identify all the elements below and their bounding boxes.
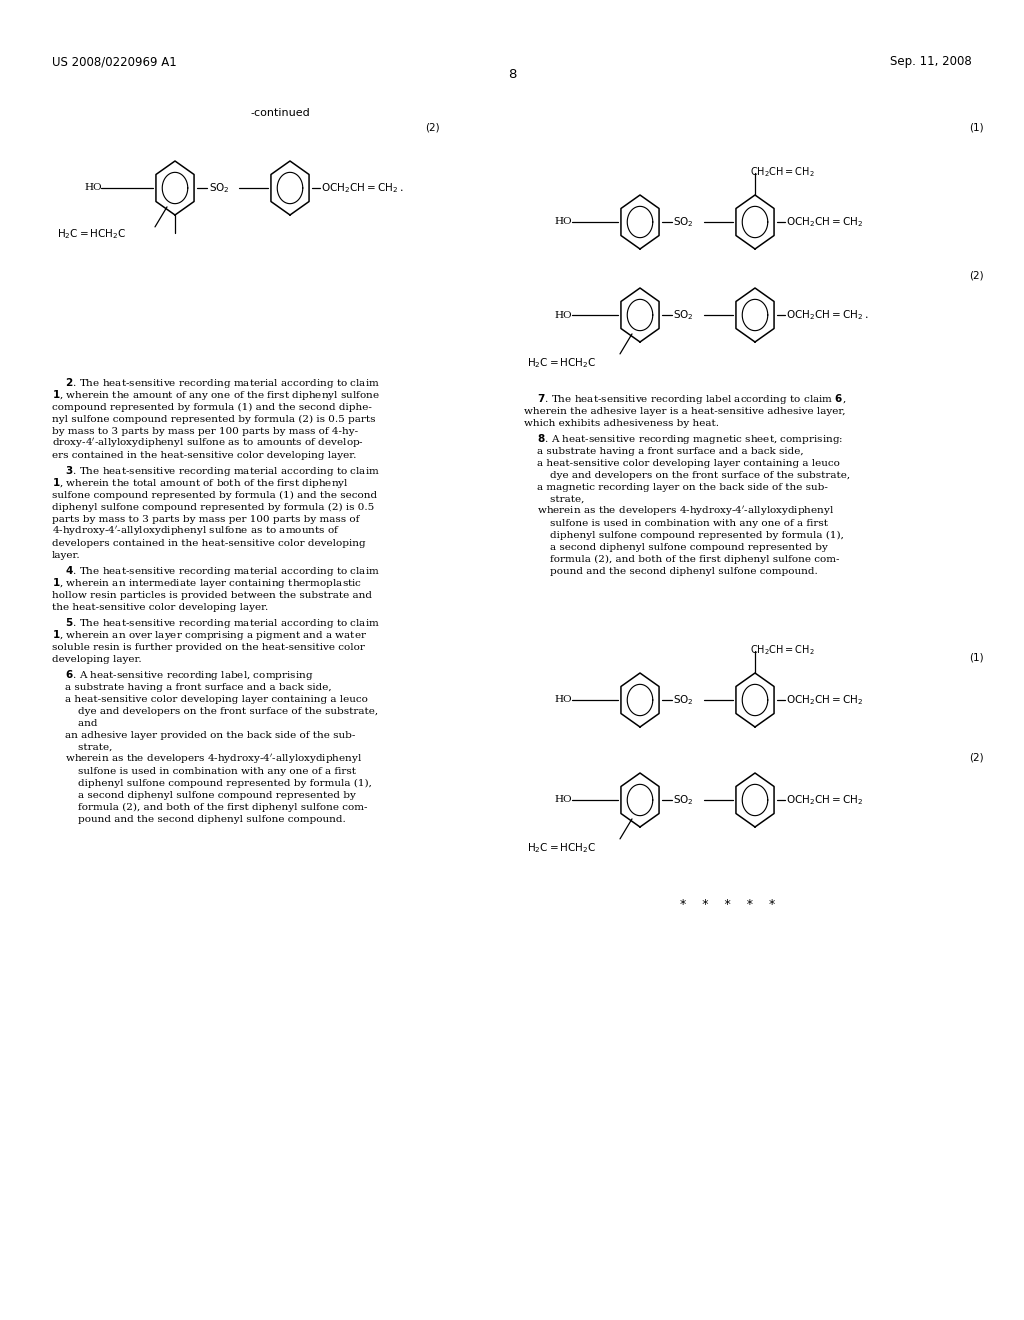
Text: $\mathbf{1}$, wherein an over layer comprising a pigment and a water: $\mathbf{1}$, wherein an over layer comp… <box>52 628 368 642</box>
Text: HO: HO <box>84 183 101 193</box>
Text: $\mathrm{CH_2CH{=}CH_2}$: $\mathrm{CH_2CH{=}CH_2}$ <box>750 165 815 180</box>
Text: pound and the second diphenyl sulfone compound.: pound and the second diphenyl sulfone co… <box>52 814 346 824</box>
Text: US 2008/0220969 A1: US 2008/0220969 A1 <box>52 55 177 69</box>
Text: pound and the second diphenyl sulfone compound.: pound and the second diphenyl sulfone co… <box>524 566 818 576</box>
Text: droxy-4$'$-allyloxydiphenyl sulfone as to amounts of develop-: droxy-4$'$-allyloxydiphenyl sulfone as t… <box>52 436 364 450</box>
Text: $\mathrm{OCH_2CH{=}CH_2}$: $\mathrm{OCH_2CH{=}CH_2}$ <box>786 308 863 322</box>
Text: $\mathbf{4}$. The heat-sensitive recording material according to claim: $\mathbf{4}$. The heat-sensitive recordi… <box>52 564 380 578</box>
Text: developers contained in the heat-sensitive color developing: developers contained in the heat-sensiti… <box>52 539 366 548</box>
Text: 4-hydroxy-4$'$-allyloxydiphenyl sulfone as to amounts of: 4-hydroxy-4$'$-allyloxydiphenyl sulfone … <box>52 524 340 539</box>
Text: $\mathrm{OCH_2CH{=}CH_2}$: $\mathrm{OCH_2CH{=}CH_2}$ <box>786 693 863 708</box>
Text: $\mathrm{SO_2}$: $\mathrm{SO_2}$ <box>209 181 229 195</box>
Text: the heat-sensitive color developing layer.: the heat-sensitive color developing laye… <box>52 602 268 611</box>
Text: strate,: strate, <box>52 742 113 751</box>
Text: sulfone compound represented by formula (1) and the second: sulfone compound represented by formula … <box>52 491 377 499</box>
Text: hollow resin particles is provided between the substrate and: hollow resin particles is provided betwe… <box>52 590 372 599</box>
Text: HO: HO <box>554 696 571 705</box>
Text: (1): (1) <box>970 652 984 663</box>
Text: $\mathrm{OCH_2CH{=}CH_2}$: $\mathrm{OCH_2CH{=}CH_2}$ <box>786 793 863 807</box>
Text: an adhesive layer provided on the back side of the sub-: an adhesive layer provided on the back s… <box>52 730 355 739</box>
Text: $\mathbf{1}$, wherein an intermediate layer containing thermoplastic: $\mathbf{1}$, wherein an intermediate la… <box>52 576 362 590</box>
Text: a magnetic recording layer on the back side of the sub-: a magnetic recording layer on the back s… <box>524 483 827 491</box>
Text: layer.: layer. <box>52 550 81 560</box>
Text: dye and developers on the front surface of the substrate,: dye and developers on the front surface … <box>52 706 378 715</box>
Text: $\mathrm{SO_2}$: $\mathrm{SO_2}$ <box>673 308 693 322</box>
Text: ers contained in the heat-sensitive color developing layer.: ers contained in the heat-sensitive colo… <box>52 450 356 459</box>
Text: $\mathbf{1}$, wherein the total amount of both of the first diphenyl: $\mathbf{1}$, wherein the total amount o… <box>52 477 349 490</box>
Text: dye and developers on the front surface of the substrate,: dye and developers on the front surface … <box>524 470 850 479</box>
Text: a second diphenyl sulfone compound represented by: a second diphenyl sulfone compound repre… <box>52 791 356 800</box>
Text: compound represented by formula (1) and the second diphe-: compound represented by formula (1) and … <box>52 403 372 412</box>
Text: by mass to 3 parts by mass per 100 parts by mass of 4-hy-: by mass to 3 parts by mass per 100 parts… <box>52 426 358 436</box>
Text: $\mathrm{H_2C{=}HCH_2C}$: $\mathrm{H_2C{=}HCH_2C}$ <box>527 841 596 855</box>
Text: HO: HO <box>554 218 571 227</box>
Text: $\mathbf{6}$. A heat-sensitive recording label, comprising: $\mathbf{6}$. A heat-sensitive recording… <box>52 668 313 682</box>
Text: $\mathrm{H_2C{=}HCH_2C}$: $\mathrm{H_2C{=}HCH_2C}$ <box>527 356 596 370</box>
Text: $\mathrm{OCH_2CH{=}CH_2}$: $\mathrm{OCH_2CH{=}CH_2}$ <box>321 181 398 195</box>
Text: diphenyl sulfone compound represented by formula (2) is 0.5: diphenyl sulfone compound represented by… <box>52 503 374 512</box>
Text: formula (2), and both of the first diphenyl sulfone com-: formula (2), and both of the first diphe… <box>52 803 368 812</box>
Text: *    *    *    *    *: * * * * * <box>680 899 775 912</box>
Text: sulfone is used in combination with any one of a first: sulfone is used in combination with any … <box>52 767 356 776</box>
Text: wherein as the developers 4-hydroxy-4$'$-allyloxydiphenyl: wherein as the developers 4-hydroxy-4$'$… <box>52 752 362 766</box>
Text: a heat-sensitive color developing layer containing a leuco: a heat-sensitive color developing layer … <box>52 694 368 704</box>
Text: HO: HO <box>554 310 571 319</box>
Text: (2): (2) <box>970 752 984 762</box>
Text: Sep. 11, 2008: Sep. 11, 2008 <box>890 55 972 69</box>
Text: diphenyl sulfone compound represented by formula (1),: diphenyl sulfone compound represented by… <box>52 779 372 788</box>
Text: $\mathbf{5}$. The heat-sensitive recording material according to claim: $\mathbf{5}$. The heat-sensitive recordi… <box>52 616 380 630</box>
Text: strate,: strate, <box>524 495 585 503</box>
Text: $\mathrm{SO_2}$: $\mathrm{SO_2}$ <box>673 215 693 228</box>
Text: 8: 8 <box>508 67 516 81</box>
Text: .: . <box>865 310 868 319</box>
Text: (2): (2) <box>970 271 984 280</box>
Text: developing layer.: developing layer. <box>52 655 141 664</box>
Text: HO: HO <box>554 796 571 804</box>
Text: wherein the adhesive layer is a heat-sensitive adhesive layer,: wherein the adhesive layer is a heat-sen… <box>524 407 846 416</box>
Text: $\mathrm{OCH_2CH{=}CH_2}$: $\mathrm{OCH_2CH{=}CH_2}$ <box>786 215 863 228</box>
Text: formula (2), and both of the first diphenyl sulfone com-: formula (2), and both of the first diphe… <box>524 554 840 564</box>
Text: soluble resin is further provided on the heat-sensitive color: soluble resin is further provided on the… <box>52 643 365 652</box>
Text: $\mathrm{H_2C{=}HCH_2C}$: $\mathrm{H_2C{=}HCH_2C}$ <box>57 227 126 242</box>
Text: a substrate having a front surface and a back side,: a substrate having a front surface and a… <box>524 446 804 455</box>
Text: .: . <box>400 183 403 193</box>
Text: $\mathrm{CH_2CH{=}CH_2}$: $\mathrm{CH_2CH{=}CH_2}$ <box>750 643 815 657</box>
Text: sulfone is used in combination with any one of a first: sulfone is used in combination with any … <box>524 519 828 528</box>
Text: $\mathrm{SO_2}$: $\mathrm{SO_2}$ <box>673 793 693 807</box>
Text: a second diphenyl sulfone compound represented by: a second diphenyl sulfone compound repre… <box>524 543 827 552</box>
Text: $\mathbf{7}$. The heat-sensitive recording label according to claim $\mathbf{6}$: $\mathbf{7}$. The heat-sensitive recordi… <box>524 392 847 407</box>
Text: -continued: -continued <box>250 108 310 117</box>
Text: (2): (2) <box>425 121 440 132</box>
Text: nyl sulfone compound represented by formula (2) is 0.5 parts: nyl sulfone compound represented by form… <box>52 414 376 424</box>
Text: wherein as the developers 4-hydroxy-4$'$-allyloxydiphenyl: wherein as the developers 4-hydroxy-4$'$… <box>524 504 835 519</box>
Text: parts by mass to 3 parts by mass per 100 parts by mass of: parts by mass to 3 parts by mass per 100… <box>52 515 359 524</box>
Text: $\mathrm{SO_2}$: $\mathrm{SO_2}$ <box>673 693 693 708</box>
Text: $\mathbf{2}$. The heat-sensitive recording material according to claim: $\mathbf{2}$. The heat-sensitive recordi… <box>52 376 380 389</box>
Text: $\mathbf{8}$. A heat-sensitive recording magnetic sheet, comprising:: $\mathbf{8}$. A heat-sensitive recording… <box>524 432 843 446</box>
Text: diphenyl sulfone compound represented by formula (1),: diphenyl sulfone compound represented by… <box>524 531 844 540</box>
Text: which exhibits adhesiveness by heat.: which exhibits adhesiveness by heat. <box>524 418 719 428</box>
Text: $\mathbf{1}$, wherein the amount of any one of the first diphenyl sulfone: $\mathbf{1}$, wherein the amount of any … <box>52 388 380 403</box>
Text: (1): (1) <box>970 121 984 132</box>
Text: and: and <box>52 718 97 727</box>
Text: $\mathbf{3}$. The heat-sensitive recording material according to claim: $\mathbf{3}$. The heat-sensitive recordi… <box>52 465 380 478</box>
Text: a substrate having a front surface and a back side,: a substrate having a front surface and a… <box>52 682 332 692</box>
Text: a heat-sensitive color developing layer containing a leuco: a heat-sensitive color developing layer … <box>524 458 840 467</box>
